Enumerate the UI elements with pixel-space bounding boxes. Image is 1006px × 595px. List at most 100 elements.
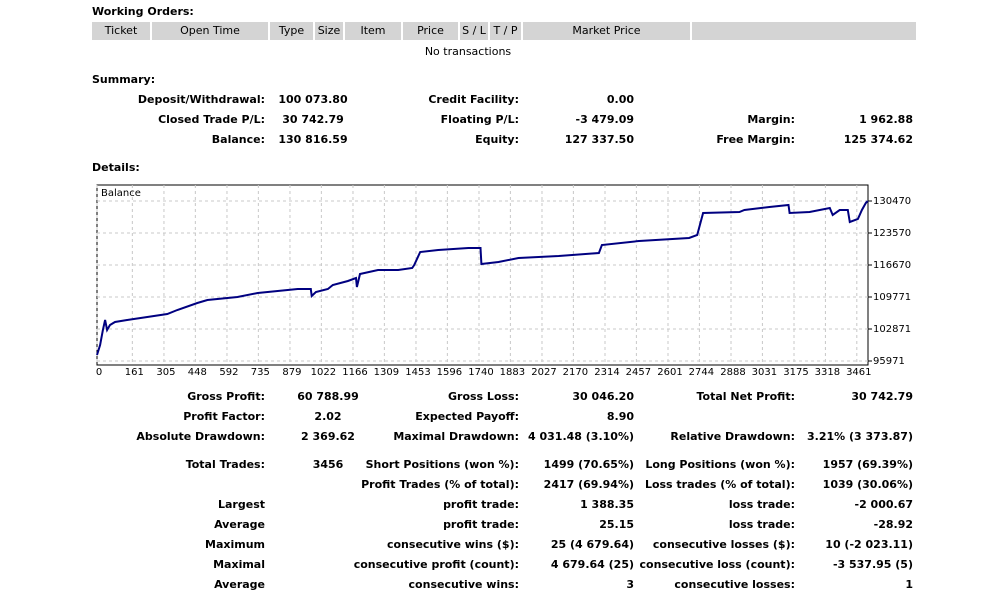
- label: Largest: [218, 498, 265, 511]
- x-tick-label: 2744: [689, 367, 714, 378]
- label: Credit Facility:: [428, 93, 519, 106]
- x-tick-label: 2027: [531, 367, 556, 378]
- label: Margin:: [747, 113, 795, 126]
- value: 0.00: [606, 93, 634, 106]
- column-header: S / L: [460, 22, 490, 40]
- value: 4 031.48 (3.10%): [528, 430, 634, 443]
- value: 8.90: [606, 410, 634, 423]
- label: Total Net Profit:: [696, 390, 796, 403]
- value: 25 (4 679.64): [550, 538, 634, 551]
- value: 60 788.99: [297, 390, 359, 403]
- label: Loss trades (% of total):: [644, 478, 795, 491]
- y-tick-label: 130470: [873, 196, 911, 207]
- value: 30 742.79: [851, 390, 913, 403]
- x-tick-label: 2888: [720, 367, 745, 378]
- value: -2 000.67: [854, 498, 914, 511]
- label: Equity:: [475, 133, 519, 146]
- label: Maximal: [213, 558, 265, 571]
- value: 2417 (69.94%): [543, 478, 634, 491]
- x-tick-label: 448: [188, 367, 207, 378]
- column-header: Type: [270, 22, 315, 40]
- x-tick-label: 3461: [846, 367, 871, 378]
- label: Short Positions (won %):: [365, 458, 519, 471]
- x-tick-label: 592: [219, 367, 238, 378]
- x-tick-label: 1883: [500, 367, 525, 378]
- label: Balance:: [211, 133, 265, 146]
- value: 1 388.35: [580, 498, 634, 511]
- x-tick-label: 879: [282, 367, 301, 378]
- section-title: Summary:: [92, 73, 156, 86]
- empty-note: No transactions: [424, 45, 512, 58]
- value: 3456: [312, 458, 344, 471]
- value: 1499 (70.65%): [543, 458, 634, 471]
- value: 125 374.62: [843, 133, 913, 146]
- value: 30 742.79: [282, 113, 344, 126]
- label: Absolute Drawdown:: [136, 430, 265, 443]
- label: Gross Profit:: [187, 390, 265, 403]
- x-tick-label: 2457: [626, 367, 651, 378]
- label: consecutive profit (count):: [353, 558, 519, 571]
- value: 3: [626, 578, 634, 591]
- label: Average: [214, 578, 265, 591]
- column-header: Ticket: [92, 22, 152, 40]
- value: 127 337.50: [564, 133, 634, 146]
- value: 1957 (69.39%): [822, 458, 913, 471]
- value: 10 (-2 023.11): [825, 538, 913, 551]
- y-tick-label: 95971: [873, 356, 905, 367]
- value: 1: [905, 578, 913, 591]
- value: 2.02: [314, 410, 342, 423]
- label: Expected Payoff:: [415, 410, 519, 423]
- y-tick-label: 116670: [873, 260, 911, 271]
- section-title: Details:: [92, 161, 140, 174]
- x-tick-label: 1740: [468, 367, 493, 378]
- x-tick-label: 1022: [311, 367, 336, 378]
- value: -3 537.95 (5): [832, 558, 913, 571]
- value: 4 679.64 (25): [550, 558, 634, 571]
- value: 130 816.59: [278, 133, 348, 146]
- label: Maximum: [205, 538, 265, 551]
- value: 1039 (30.06%): [822, 478, 913, 491]
- label: Deposit/Withdrawal:: [137, 93, 265, 106]
- column-header: Open Time: [152, 22, 270, 40]
- x-tick-label: 735: [251, 367, 270, 378]
- y-tick-label: 123570: [873, 228, 911, 239]
- y-tick-label: 109771: [873, 292, 911, 303]
- label: profit trade:: [443, 498, 519, 511]
- column-header: T / P: [490, 22, 523, 40]
- column-header: Market Price: [523, 22, 692, 40]
- y-tick-label: 102871: [873, 324, 911, 335]
- label: Maximal Drawdown:: [393, 430, 519, 443]
- label: Free Margin:: [716, 133, 795, 146]
- label: Floating P/L:: [440, 113, 519, 126]
- value: -28.92: [873, 518, 913, 531]
- label: profit trade:: [443, 518, 519, 531]
- label: Long Positions (won %):: [645, 458, 795, 471]
- label: Total Trades:: [185, 458, 265, 471]
- x-tick-label: 3175: [783, 367, 808, 378]
- value: 3.21% (3 373.87): [807, 430, 913, 443]
- balance-line: [96, 200, 869, 356]
- label: consecutive losses:: [674, 578, 795, 591]
- x-tick-label: 1309: [374, 367, 399, 378]
- label: Closed Trade P/L:: [158, 113, 265, 126]
- x-tick-label: 161: [125, 367, 144, 378]
- section-title: Working Orders:: [92, 5, 194, 18]
- label: loss trade:: [728, 518, 795, 531]
- x-tick-label: 2170: [563, 367, 588, 378]
- column-header: Item: [345, 22, 403, 40]
- value: 2 369.62: [301, 430, 355, 443]
- label: Gross Loss:: [448, 390, 519, 403]
- label: Profit Trades (% of total):: [361, 478, 519, 491]
- x-tick-label: 1453: [405, 367, 430, 378]
- label: Relative Drawdown:: [670, 430, 795, 443]
- x-tick-label: 3318: [815, 367, 840, 378]
- x-tick-label: 1166: [342, 367, 367, 378]
- x-tick-label: 0: [96, 367, 102, 378]
- column-header: [692, 22, 916, 40]
- value: 25.15: [599, 518, 634, 531]
- x-tick-label: 2601: [657, 367, 682, 378]
- plot-area: [96, 184, 869, 366]
- column-header: Size: [315, 22, 345, 40]
- label: consecutive wins ($):: [386, 538, 519, 551]
